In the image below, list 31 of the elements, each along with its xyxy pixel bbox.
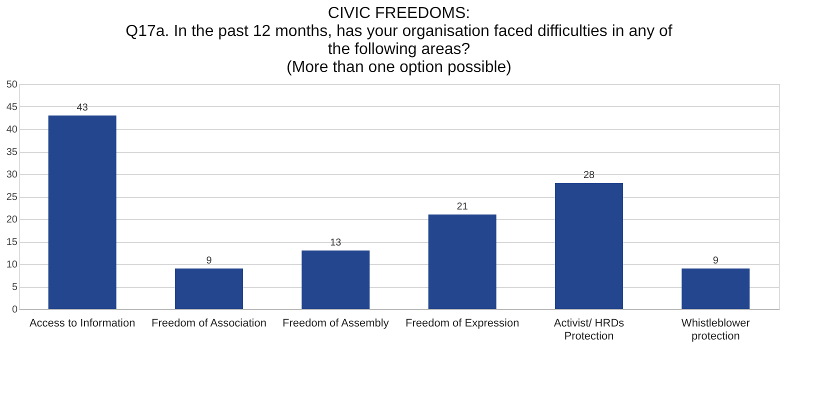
chart-subtitle: Q17a. In the past 12 months, has your organisation faced difficulties in any of the following areas? (More than one option possible) bbox=[126, 23, 673, 76]
data-label: 21 bbox=[456, 202, 468, 212]
x-tick-label: Freedom of Assembly bbox=[282, 318, 390, 330]
y-tick-label: 0 bbox=[12, 304, 18, 316]
x-tick-label: Access to Information bbox=[29, 318, 136, 330]
bar bbox=[175, 268, 243, 309]
bar bbox=[682, 268, 750, 309]
y-tick-label: 45 bbox=[6, 102, 18, 113]
bar bbox=[302, 250, 370, 309]
bar bbox=[48, 116, 116, 309]
bar bbox=[555, 183, 623, 309]
y-tick-label: 20 bbox=[6, 214, 18, 226]
y-tick-label: 5 bbox=[12, 282, 18, 293]
y-tick-label: 10 bbox=[6, 260, 18, 270]
data-label: 9 bbox=[206, 256, 212, 266]
x-tick-label: Whistleblower protection bbox=[681, 318, 750, 342]
x-tick-label: Freedom of Association bbox=[152, 318, 266, 330]
chart-title: CIVIC FREEDOMS: bbox=[328, 5, 470, 22]
y-tick-label: 35 bbox=[6, 147, 18, 158]
data-label: 28 bbox=[583, 170, 595, 181]
data-label: 13 bbox=[330, 238, 342, 248]
bar bbox=[428, 214, 496, 309]
y-tick-label: 30 bbox=[6, 170, 18, 180]
y-tick-label: 40 bbox=[6, 124, 18, 136]
data-label: 9 bbox=[712, 256, 719, 266]
y-tick-label: 50 bbox=[6, 80, 18, 90]
y-tick-label: 25 bbox=[6, 192, 18, 203]
data-label: 43 bbox=[76, 102, 88, 114]
x-tick-label: Freedom of Expression bbox=[405, 318, 520, 330]
x-tick-label: Activist/ HRDs Protection bbox=[554, 318, 625, 342]
y-tick-label: 15 bbox=[6, 237, 18, 248]
